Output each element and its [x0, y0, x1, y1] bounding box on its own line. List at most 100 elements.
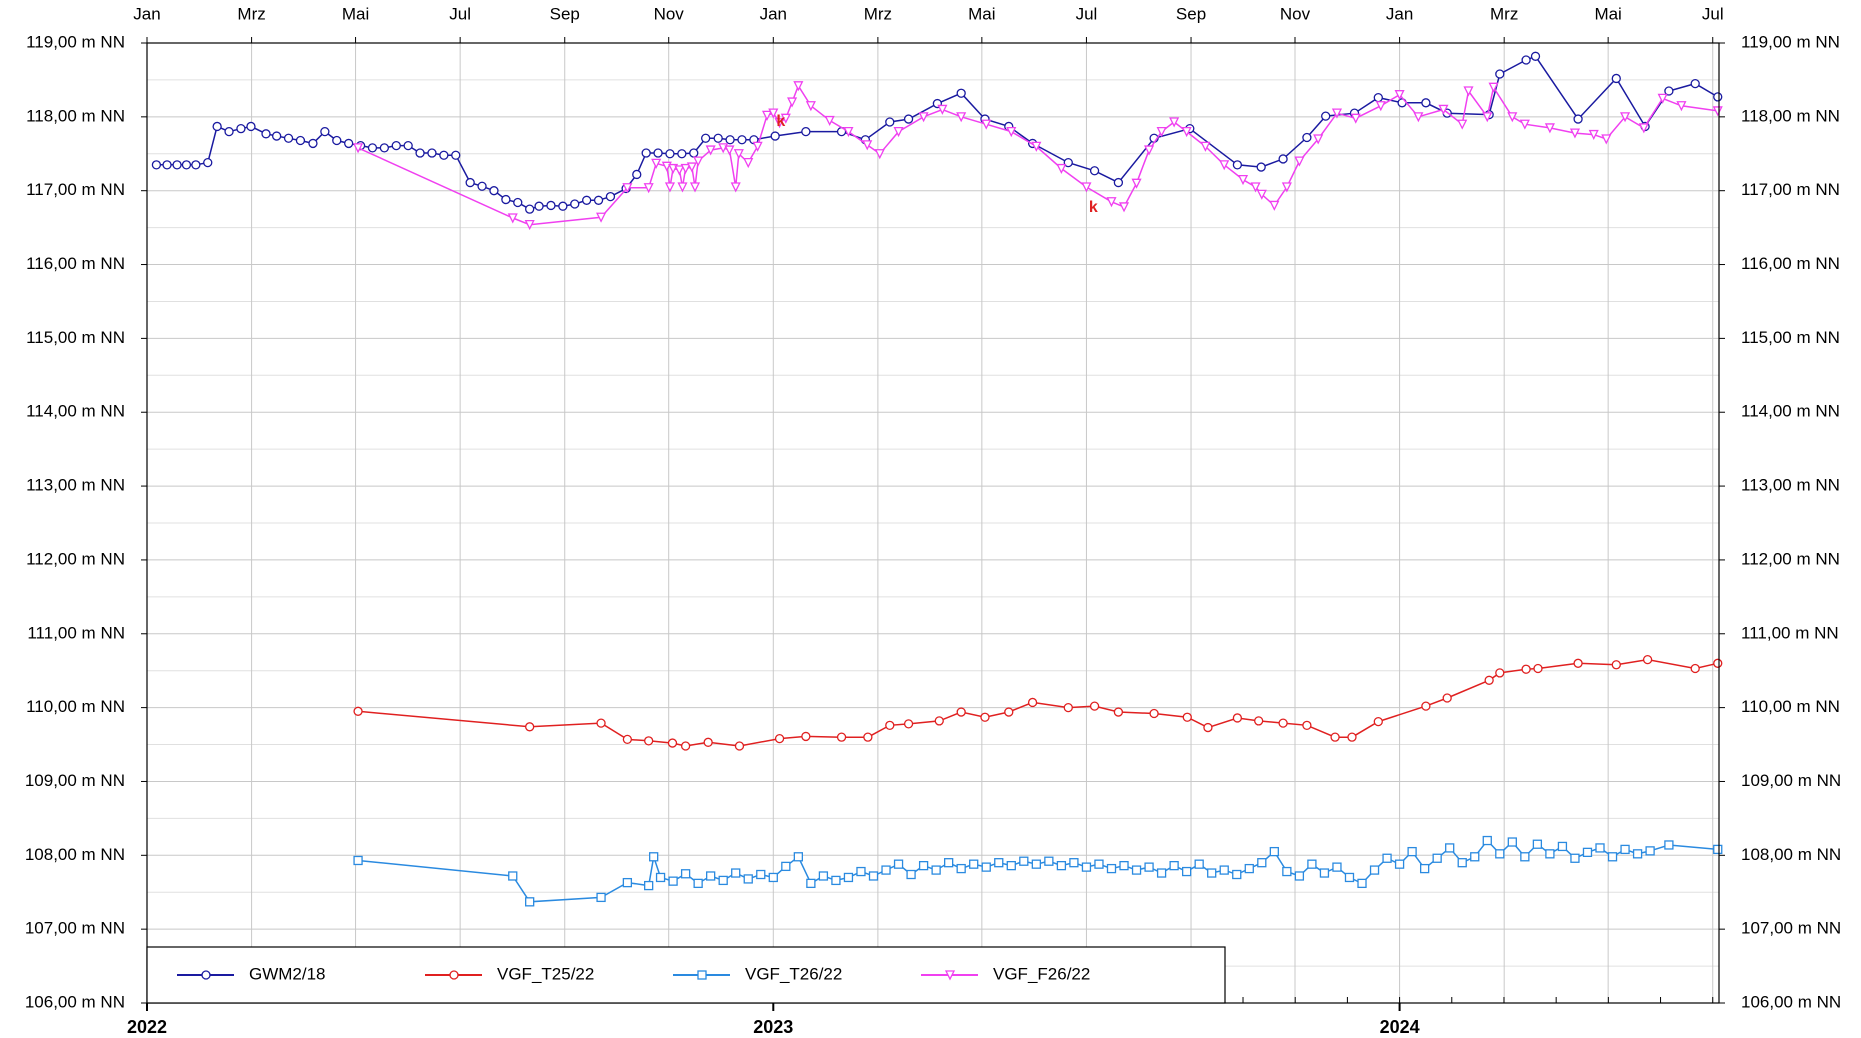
- data-point: [525, 204, 535, 214]
- x-tick-label: Sep: [1176, 4, 1206, 23]
- data-point: [1373, 92, 1383, 103]
- data-point: [1181, 866, 1192, 877]
- y2-tick-label: 107,00 m NN: [1741, 919, 1841, 938]
- data-point: [1331, 108, 1343, 119]
- y2-tick-label: 112,00 m NN: [1741, 549, 1840, 568]
- data-point: [918, 860, 929, 871]
- y2-tick-label: 106,00 m NN: [1741, 992, 1841, 1011]
- data-point: [605, 191, 616, 202]
- data-point: [1632, 849, 1643, 859]
- y-tick-label: 108,00 m NN: [25, 845, 125, 864]
- data-point: [980, 712, 990, 722]
- data-point: [903, 114, 914, 124]
- data-point: [391, 140, 401, 151]
- data-point: [353, 143, 364, 154]
- data-point: [1357, 878, 1367, 889]
- data-point: [1056, 163, 1067, 174]
- y2-tick-label: 115,00 m NN: [1741, 328, 1840, 347]
- data-point: [667, 738, 678, 748]
- data-point: [677, 182, 688, 193]
- data-point: [1256, 162, 1266, 172]
- y-tick-label: 119,00 m NN: [26, 32, 125, 51]
- y-tick-label: 106,00 m NN: [25, 992, 125, 1011]
- data-point: [1144, 145, 1155, 156]
- data-point: [1257, 858, 1267, 868]
- data-point: [1250, 182, 1261, 193]
- data-point: [874, 149, 885, 160]
- x-tick-label: Jan: [760, 4, 787, 23]
- data-point: [1488, 82, 1499, 93]
- data-point: [733, 149, 744, 160]
- data-point: [1530, 51, 1541, 61]
- data-point: [774, 733, 785, 744]
- data-point: [787, 97, 798, 108]
- data-point: [1244, 863, 1254, 874]
- data-point: [931, 865, 941, 875]
- data-point: [1004, 707, 1014, 717]
- data-point: [332, 135, 342, 146]
- data-point: [1006, 860, 1016, 871]
- data-point: [191, 160, 201, 170]
- data-point: [439, 150, 449, 160]
- data-point: [768, 108, 779, 119]
- data-point: [1507, 837, 1517, 847]
- data-point: [524, 220, 535, 231]
- data-point: [824, 115, 835, 126]
- data-point: [1573, 114, 1583, 124]
- data-point: [1330, 732, 1340, 742]
- data-point: [1219, 160, 1230, 171]
- data-point: [1432, 853, 1442, 863]
- data-point: [1419, 863, 1430, 874]
- data-point: [1094, 859, 1104, 869]
- x-tick-label: Mrz: [864, 4, 892, 23]
- data-point: [1169, 860, 1179, 871]
- data-point: [693, 156, 704, 167]
- data-point: [1421, 98, 1431, 108]
- data-point: [689, 182, 701, 193]
- data-point: [1713, 844, 1723, 855]
- data-point: [1294, 156, 1305, 167]
- y2-tick-label: 110,00 m NN: [1741, 697, 1840, 716]
- data-point: [172, 160, 182, 170]
- data-point: [893, 859, 904, 869]
- data-point: [1676, 101, 1687, 112]
- data-point: [1081, 182, 1092, 193]
- data-point: [1569, 128, 1581, 139]
- data-point: [956, 112, 967, 123]
- data-point: [1690, 663, 1700, 674]
- data-point: [1232, 713, 1243, 723]
- data-point: [701, 133, 711, 143]
- data-point: [655, 872, 666, 883]
- data-point: [885, 117, 895, 127]
- data-point: [706, 871, 716, 881]
- data-point: [1131, 865, 1142, 875]
- data-point: [1369, 865, 1380, 875]
- data-point: [937, 104, 948, 115]
- data-point: [1119, 860, 1129, 871]
- data-point: [653, 148, 663, 158]
- data-point: [1601, 134, 1612, 145]
- data-point: [1407, 846, 1417, 857]
- data-point: [1207, 868, 1217, 878]
- data-point: [1219, 865, 1229, 875]
- data-point: [593, 195, 604, 205]
- data-point: [1307, 859, 1317, 869]
- data-point: [1495, 849, 1505, 859]
- data-point: [1557, 841, 1568, 852]
- y-tick-label: 112,00 m NN: [26, 549, 125, 568]
- data-point: [1113, 707, 1124, 717]
- data-point: [320, 126, 330, 137]
- data-point: [427, 148, 437, 158]
- data-point: [632, 169, 642, 180]
- data-point: [1063, 702, 1073, 713]
- data-point: [1237, 174, 1249, 186]
- data-point: [212, 121, 222, 132]
- data-point: [768, 872, 778, 883]
- data-point: [1373, 716, 1383, 727]
- y-tick-label: 110,00 m NN: [26, 697, 125, 716]
- data-point: [1482, 835, 1492, 846]
- data-point: [1457, 858, 1467, 868]
- x-tick-label: Mrz: [1490, 4, 1518, 23]
